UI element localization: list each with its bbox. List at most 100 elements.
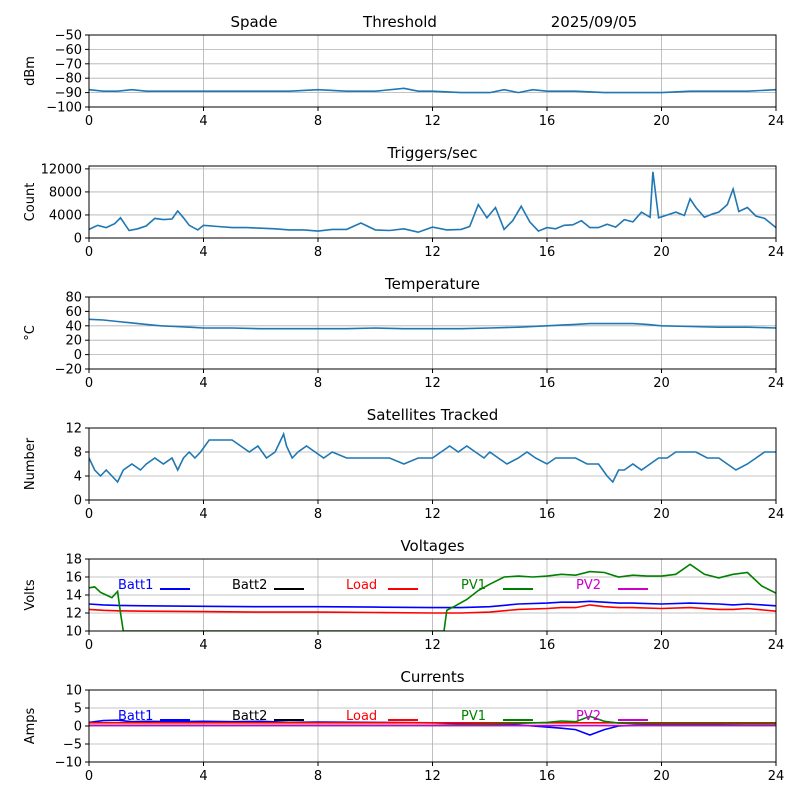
y-tick-label: −50 — [55, 29, 82, 44]
y-tick-label: 12 — [65, 607, 82, 622]
x-tick-label: 20 — [653, 769, 670, 784]
y-tick-label: −20 — [55, 363, 82, 378]
x-tick-label: 4 — [199, 507, 207, 522]
x-tick-label: 0 — [85, 638, 93, 653]
x-tick-label: 20 — [653, 376, 670, 391]
header-mode: Threshold — [362, 13, 437, 31]
x-tick-label: 12 — [424, 507, 441, 522]
y-tick-label: −90 — [55, 86, 82, 101]
x-tick-label: 12 — [424, 376, 441, 391]
y-tick-label: 20 — [65, 334, 82, 349]
header-date: 2025/09/05 — [551, 13, 637, 31]
series-line-pv1 — [89, 715, 776, 727]
x-tick-label: 12 — [424, 114, 441, 129]
y-tick-label: 16 — [65, 571, 82, 586]
legend-label-load: Load — [346, 578, 377, 593]
legend-label-pv2: PV2 — [576, 709, 601, 724]
x-tick-label: 0 — [85, 376, 93, 391]
y-tick-label: −80 — [55, 72, 82, 87]
header-station: Spade — [231, 13, 278, 31]
y-axis-label: Count — [23, 183, 38, 222]
x-tick-label: 16 — [539, 114, 556, 129]
x-tick-label: 4 — [199, 114, 207, 129]
x-tick-label: 20 — [653, 507, 670, 522]
chart-title: Satellites Tracked — [367, 406, 498, 424]
legend-label-load: Load — [346, 709, 377, 724]
x-tick-label: 4 — [199, 769, 207, 784]
y-tick-label: 80 — [65, 291, 82, 306]
y-tick-label: 0 — [74, 348, 82, 363]
legend-label-batt1: Batt1 — [118, 578, 153, 593]
x-tick-label: 16 — [539, 507, 556, 522]
x-tick-label: 12 — [424, 245, 441, 260]
y-tick-label: 14 — [65, 589, 82, 604]
x-tick-label: 12 — [424, 769, 441, 784]
y-tick-label: 8 — [74, 446, 82, 461]
chart-title: Triggers/sec — [387, 144, 478, 162]
series-line — [89, 318, 776, 330]
x-tick-label: 12 — [424, 638, 441, 653]
y-tick-label: 4 — [74, 470, 82, 485]
legend-label-batt2: Batt2 — [232, 578, 267, 593]
legend-label-pv2: PV2 — [576, 578, 601, 593]
y-tick-label: 0 — [74, 720, 82, 735]
y-tick-label: 5 — [74, 702, 82, 717]
series-line — [89, 87, 776, 94]
x-tick-label: 16 — [539, 769, 556, 784]
chart-rssi: 0 4 8 12 16 20 24 −100−90−80−70−60−50 dBm — [23, 29, 784, 130]
x-tick-label: 8 — [314, 507, 322, 522]
y-tick-label: 12 — [65, 422, 82, 437]
y-axis-label: Amps — [23, 707, 38, 744]
x-tick-label: 4 — [199, 376, 207, 391]
x-tick-label: 24 — [768, 638, 785, 653]
x-tick-label: 8 — [314, 245, 322, 260]
x-tick-label: 16 — [539, 245, 556, 260]
x-tick-label: 4 — [199, 638, 207, 653]
series-line-pv1 — [89, 563, 776, 631]
legend-label-pv1: PV1 — [461, 578, 486, 593]
series-line — [89, 431, 776, 484]
x-tick-label: 16 — [539, 376, 556, 391]
x-tick-label: 0 — [85, 507, 93, 522]
y-tick-label: 8000 — [49, 185, 82, 200]
y-tick-label: −70 — [55, 57, 82, 72]
y-tick-label: 0 — [74, 232, 82, 247]
y-axis-label: dBm — [23, 56, 38, 86]
x-tick-label: 0 — [85, 245, 93, 260]
legend-label-batt2: Batt2 — [232, 709, 267, 724]
y-tick-label: −100 — [46, 101, 82, 116]
x-tick-label: 24 — [768, 769, 785, 784]
x-tick-label: 8 — [314, 114, 322, 129]
chart-title: Currents — [400, 668, 464, 686]
x-tick-label: 20 — [653, 114, 670, 129]
chart-currents: 0 4 8 12 16 20 24 −10 −5 0 5 10 Currents Amps Batt1 Bat… — [23, 668, 784, 784]
x-tick-label: 20 — [653, 638, 670, 653]
chart-triggers: 0 4 8 12 16 20 24 0 4000 8000 12000 Triggers/sec Cou… — [23, 144, 784, 260]
chart-title: Voltages — [400, 537, 464, 555]
y-tick-label: 60 — [65, 305, 82, 320]
x-tick-label: 0 — [85, 114, 93, 129]
y-tick-label: 12000 — [41, 162, 82, 177]
y-tick-label: 4000 — [49, 208, 82, 223]
y-tick-label: 0 — [74, 494, 82, 509]
y-tick-label: −10 — [55, 756, 82, 771]
x-tick-label: 8 — [314, 376, 322, 391]
series-line-batt1 — [89, 600, 776, 609]
legend-label-pv1: PV1 — [461, 709, 486, 724]
y-axis-label: Volts — [23, 579, 38, 611]
y-tick-label: −60 — [55, 43, 82, 58]
legend-label-batt1: Batt1 — [118, 709, 153, 724]
x-tick-label: 24 — [768, 507, 785, 522]
y-axis-label: °C — [23, 325, 38, 341]
y-tick-label: 10 — [65, 625, 82, 640]
chart-title: Temperature — [384, 275, 480, 293]
x-tick-label: 4 — [199, 245, 207, 260]
y-tick-label: 10 — [65, 684, 82, 699]
x-tick-label: 8 — [314, 638, 322, 653]
x-tick-label: 16 — [539, 638, 556, 653]
series-line — [89, 171, 776, 234]
